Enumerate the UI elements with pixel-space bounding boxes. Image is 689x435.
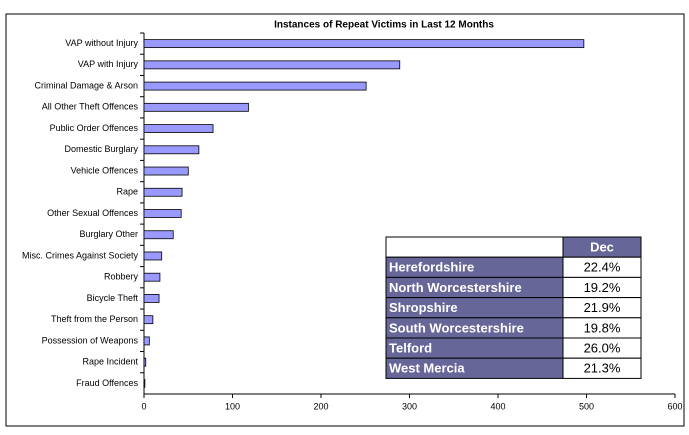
y-tick-label: Domestic Burglary (64, 144, 138, 154)
bar (143, 187, 183, 197)
table-value: 26.0% (584, 341, 621, 356)
bar (143, 251, 163, 261)
x-tick-label: 0 (141, 401, 146, 411)
y-tick-label: Theft from the Person (51, 314, 138, 324)
table-value-cell (562, 357, 642, 379)
y-tick-label: Possession of Weapons (42, 335, 139, 345)
y-tick-label: Misc. Crimes Against Society (22, 250, 139, 260)
y-tick-label: Bicycle Theft (87, 293, 139, 303)
table-value: 19.2% (584, 280, 621, 295)
x-tick-label: 300 (402, 401, 417, 411)
y-tick-label: Rape (116, 187, 138, 197)
y-tick-label: VAP with Injury (78, 59, 139, 69)
bar (143, 315, 154, 325)
x-tick-label: 100 (225, 401, 240, 411)
bar (143, 145, 200, 155)
bar (143, 81, 367, 91)
x-tick-label: 200 (313, 401, 328, 411)
x-tick-label: 600 (667, 401, 682, 411)
table-value: 22.4% (584, 260, 621, 275)
y-tick-label: Criminal Damage & Arson (34, 80, 138, 90)
bar (143, 230, 174, 240)
y-tick-label: Rape Incident (82, 357, 138, 367)
bar (143, 378, 146, 388)
bar (143, 124, 214, 133)
y-tick-label: Fraud Offences (76, 378, 138, 388)
bar (143, 209, 182, 218)
bar (143, 166, 189, 176)
y-tick-label: Robbery (104, 272, 139, 282)
y-tick-label: Other Sexual Offences (47, 208, 138, 218)
table-label: South Worcestershire (389, 320, 524, 335)
y-tick-label: VAP without Injury (65, 38, 138, 48)
table-value: 19.8% (584, 320, 621, 335)
table-value: 21.9% (584, 300, 621, 315)
x-tick-label: 400 (490, 401, 505, 411)
bar (143, 39, 585, 49)
bar (143, 357, 147, 367)
bar (143, 272, 161, 282)
bar (143, 294, 160, 303)
bar (143, 60, 401, 70)
table-label: North Worcestershire (389, 280, 522, 295)
table-label: West Mercia (389, 361, 465, 376)
x-tick-label: 500 (579, 401, 594, 411)
y-tick-label: Vehicle Offences (71, 165, 139, 175)
table-label: Shropshire (389, 300, 458, 315)
bar (143, 336, 150, 346)
bar (143, 102, 249, 112)
table-label: Herefordshire (389, 260, 474, 275)
table-header-blank (385, 236, 564, 258)
table-label: Telford (389, 341, 432, 356)
table-value: 21.3% (584, 361, 621, 376)
chart-title: Instances of Repeat Victims in Last 12 M… (274, 20, 494, 31)
y-tick-label: Public Order Offences (50, 123, 139, 133)
table-header-text: Dec (590, 240, 614, 255)
y-tick-label: All Other Theft Offences (42, 102, 139, 112)
y-tick-label: Burglary Other (79, 229, 138, 239)
